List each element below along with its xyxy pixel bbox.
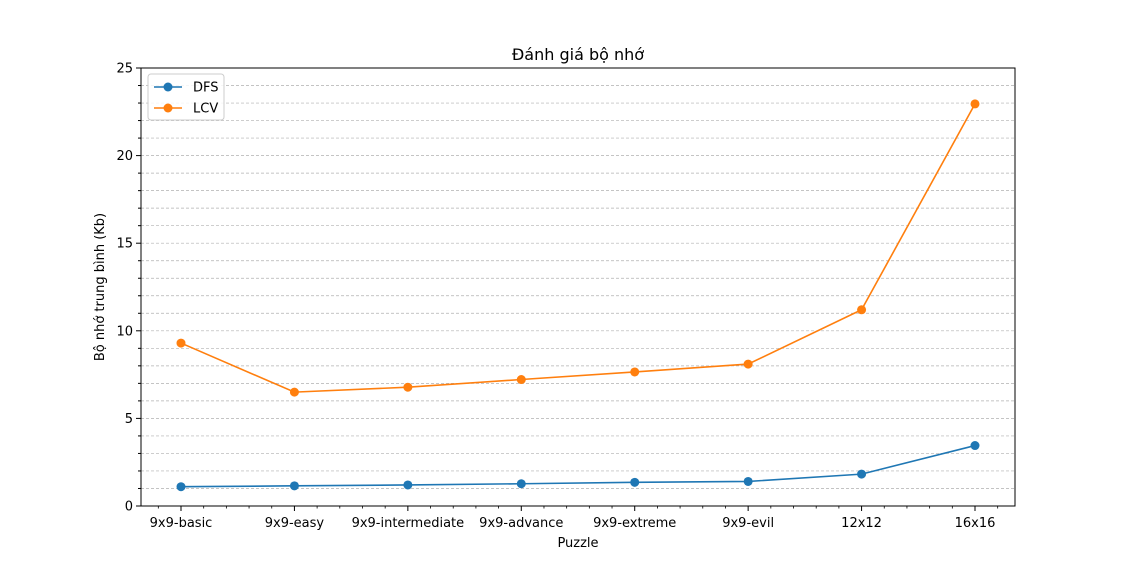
data-point-lcv	[403, 382, 413, 392]
data-point-dfs	[403, 480, 413, 490]
data-point-dfs	[176, 482, 186, 492]
data-point-dfs	[630, 477, 640, 487]
x-tick-label: 9x9-advance	[479, 516, 563, 531]
y-axis: 0 5 10 15 20 25	[116, 62, 141, 515]
legend-label-dfs: DFS	[193, 81, 219, 96]
data-point-dfs	[857, 469, 867, 479]
legend-marker-lcv	[163, 103, 173, 113]
y-tick-label: 20	[116, 149, 133, 164]
data-point-lcv	[630, 367, 640, 377]
series-layer	[176, 99, 980, 492]
y-tick-label: 0	[125, 500, 133, 515]
x-tick-label: 9x9-intermediate	[352, 516, 465, 531]
data-point-lcv	[743, 359, 753, 369]
data-point-lcv	[970, 99, 980, 109]
data-point-lcv	[857, 305, 867, 315]
x-tick-label: 9x9-easy	[265, 516, 325, 531]
y-axis-label: Bộ nhớ trung bình (Kb)	[93, 213, 108, 361]
x-axis: 9x9-basic 9x9-easy 9x9-intermediate 9x9-adv…	[150, 506, 999, 531]
grid-lines	[141, 85, 1015, 489]
legend-marker-dfs	[163, 82, 173, 92]
y-tick-label: 10	[116, 324, 133, 339]
x-tick-label: 9x9-extreme	[593, 516, 676, 531]
legend-label-lcv: LCV	[193, 102, 218, 117]
data-point-dfs	[516, 479, 526, 489]
plot-frame	[140, 67, 1016, 507]
x-tick-label: 9x9-evil	[722, 516, 774, 531]
x-tick-label: 12x12	[841, 516, 882, 531]
y-tick-label: 15	[116, 237, 133, 252]
data-point-dfs	[289, 481, 299, 491]
x-tick-label: 16x16	[955, 516, 996, 531]
data-point-lcv	[176, 338, 186, 348]
y-tick-label: 25	[116, 62, 133, 77]
series-line-lcv	[180, 103, 976, 393]
data-point-lcv	[516, 375, 526, 385]
data-point-dfs	[970, 441, 980, 451]
data-point-dfs	[743, 476, 753, 486]
x-tick-label: 9x9-basic	[150, 516, 213, 531]
x-axis-label: Puzzle	[557, 536, 598, 551]
data-point-lcv	[289, 387, 299, 397]
legend: DFS LCV	[147, 73, 225, 121]
chart-title: Đánh giá bộ nhớ	[512, 45, 644, 64]
y-tick-label: 5	[125, 412, 133, 427]
series-line-dfs	[180, 444, 976, 488]
